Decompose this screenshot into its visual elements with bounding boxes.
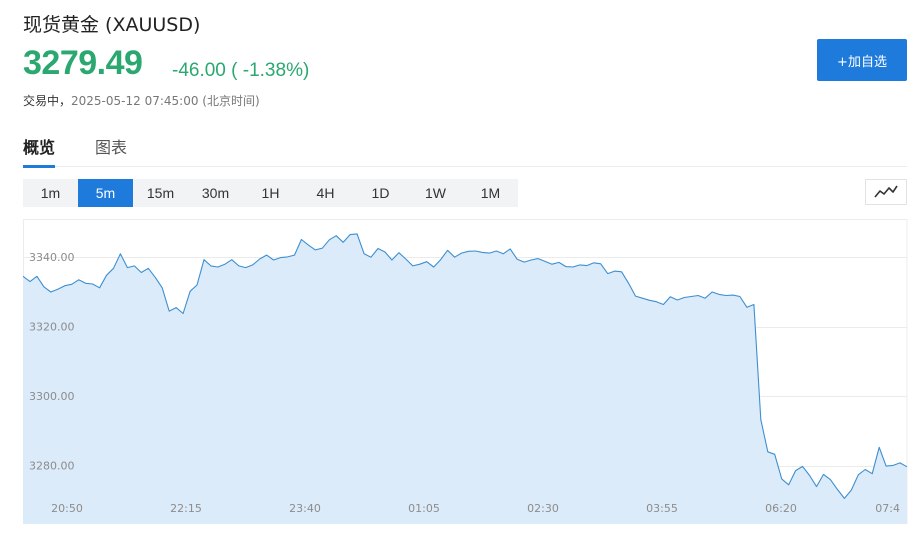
line-chart-icon — [874, 185, 898, 198]
status-timezone: (北京时间) — [202, 94, 260, 108]
price-area — [23, 233, 907, 524]
status-time: 2025-05-12 07:45:00 — [71, 94, 199, 108]
add-to-watchlist-button[interactable]: +加自选 — [817, 39, 907, 81]
tab-chart[interactable]: 图表 — [95, 138, 128, 157]
price-change: -46.00 ( -1.38%) — [172, 60, 310, 81]
current-price: 3279.49 — [23, 44, 143, 82]
period-selector: 1m 5m 15m 30m 1H 4H 1D 1W 1M — [23, 179, 518, 207]
x-tick-label: 03:55 — [646, 502, 678, 515]
period-1d[interactable]: 1D — [371, 185, 390, 201]
x-tick-label: 22:15 — [170, 502, 202, 515]
x-tick-label: 06:20 — [765, 502, 797, 515]
y-tick-label: 3340.00 — [29, 251, 75, 264]
period-15m[interactable]: 15m — [146, 185, 175, 201]
trading-state: 交易中， — [23, 94, 72, 108]
period-1h[interactable]: 1H — [261, 185, 280, 201]
period-1mo[interactable]: 1M — [480, 185, 501, 201]
x-tick-label: 23:40 — [289, 502, 321, 515]
y-tick-label: 3320.00 — [29, 321, 75, 334]
price-chart-svg: 3340.00 3320.00 3300.00 3280.00 20:50 22:15 23… — [23, 219, 908, 524]
period-1m[interactable]: 1m — [40, 185, 61, 201]
y-tick-label: 3300.00 — [29, 390, 75, 403]
period-30m[interactable]: 30m — [201, 185, 230, 201]
x-tick-label: 20:50 — [51, 502, 83, 515]
trading-status: 交易中，2025-05-12 07:45:00 (北京时间) — [23, 92, 260, 109]
chart-type-button[interactable] — [865, 179, 907, 205]
y-tick-label: 3280.00 — [29, 460, 75, 473]
price-line — [23, 233, 908, 499]
period-1w[interactable]: 1W — [425, 185, 446, 201]
tab-overview[interactable]: 概览 — [23, 134, 56, 168]
period-5m[interactable]: 5m — [78, 179, 133, 207]
x-tick-label: 07:4 — [875, 502, 900, 515]
instrument-title: 现货黄金 (XAUUSD) — [23, 14, 201, 36]
period-4h[interactable]: 4H — [316, 185, 335, 201]
x-tick-label: 02:30 — [527, 502, 559, 515]
price-chart[interactable]: 3340.00 3320.00 3300.00 3280.00 20:50 22:15 23… — [23, 219, 909, 524]
tab-bar: 概览 图表 — [23, 134, 907, 168]
x-tick-label: 01:05 — [408, 502, 440, 515]
